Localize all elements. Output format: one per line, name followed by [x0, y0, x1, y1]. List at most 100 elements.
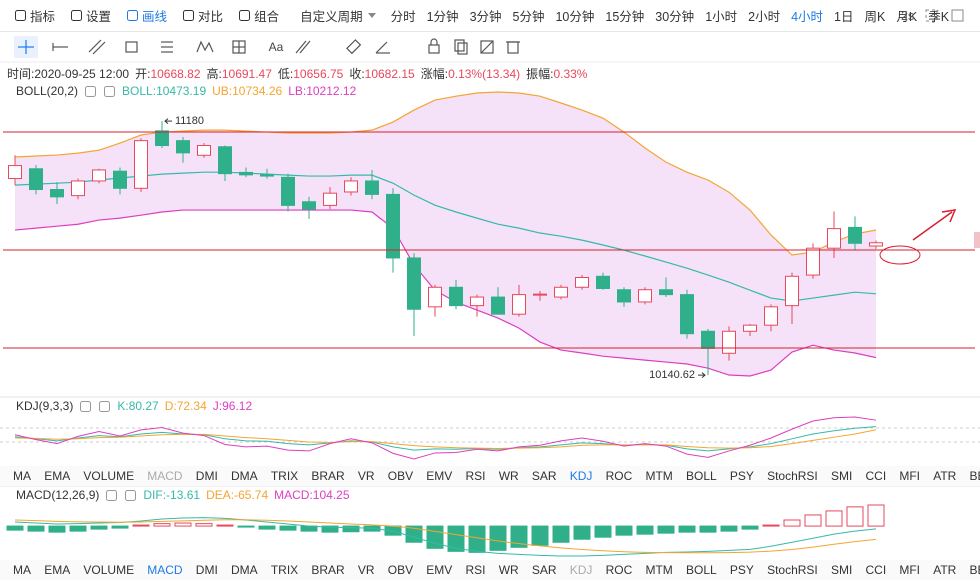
candle-body[interactable]	[785, 275, 799, 307]
brush-tool[interactable]	[295, 40, 311, 54]
period-menu[interactable]: 自定义周期	[300, 10, 363, 24]
indicator-tab[interactable]: ROC	[605, 469, 633, 483]
candle-body[interactable]	[197, 145, 211, 156]
candle-body[interactable]	[596, 275, 610, 290]
drawn-ellipse[interactable]	[879, 245, 921, 265]
indicator-tab[interactable]: VR	[357, 563, 375, 577]
indicator-tab[interactable]: BRAR	[311, 469, 345, 483]
indicator-tab[interactable]: CCI	[865, 563, 887, 577]
period-button[interactable]: 1日	[834, 10, 854, 24]
candle-body[interactable]	[155, 130, 169, 147]
indicator-tab[interactable]: TRIX	[270, 469, 299, 483]
indicator-tab[interactable]: RSI	[465, 563, 486, 577]
wave-tool[interactable]	[196, 40, 214, 53]
indicator-tab[interactable]: ROC	[605, 563, 633, 577]
toolbar-button[interactable]: 设置	[70, 6, 111, 25]
period-button[interactable]: 2小时	[748, 10, 781, 24]
candle-body[interactable]	[113, 170, 127, 189]
rect-tool[interactable]	[125, 41, 138, 53]
indicator-tab[interactable]: CCI	[865, 469, 887, 483]
crosshair-tool[interactable]	[14, 36, 38, 58]
indicator-tab[interactable]: StochRSI	[767, 563, 818, 577]
indicator-tab[interactable]: VOLUME	[83, 469, 135, 483]
text-tool[interactable]: Aa	[269, 40, 284, 54]
indicator-tab[interactable]: EMA	[44, 469, 71, 483]
indicator-tab[interactable]: MA	[13, 563, 31, 577]
candle-body[interactable]	[344, 180, 358, 193]
indicator-tab[interactable]: DMI	[195, 563, 218, 577]
toolbar-button[interactable]: 指标	[14, 6, 55, 25]
candle-body[interactable]	[848, 226, 862, 244]
indicator-tab[interactable]: OBV	[387, 469, 414, 483]
indicator-tab[interactable]: MFI	[899, 563, 921, 577]
indicator-tab[interactable]: BOLL	[686, 563, 717, 577]
indicator-tab[interactable]: StochRSI	[767, 469, 818, 483]
indicator-tab[interactable]: BBW	[969, 563, 980, 577]
period-button[interactable]: 1小时	[705, 10, 738, 24]
period-button[interactable]: 3分钟	[469, 10, 502, 24]
candle-body[interactable]	[386, 193, 400, 259]
candle-body[interactable]	[428, 286, 442, 308]
period-button[interactable]: 30分钟	[655, 10, 695, 24]
indicator-tab[interactable]: MFI	[899, 469, 921, 483]
candle-body[interactable]	[470, 296, 484, 307]
period-button[interactable]: 月K	[896, 10, 918, 24]
candle-body[interactable]	[575, 277, 589, 288]
indicator-tab[interactable]: EMV	[426, 563, 453, 577]
toolbar-button[interactable]: 画线	[126, 6, 167, 25]
candle-body[interactable]	[764, 306, 778, 326]
period-button[interactable]: 季K	[928, 10, 950, 24]
indicator-tab[interactable]: BRAR	[311, 563, 345, 577]
ruler-tool[interactable]	[346, 39, 362, 55]
indicator-tab[interactable]: ATR	[933, 563, 957, 577]
candle-body[interactable]	[659, 289, 673, 296]
candle-body[interactable]	[239, 171, 253, 176]
candle-body[interactable]	[281, 176, 295, 206]
indicator-tab[interactable]: SAR	[531, 469, 557, 483]
close-icon[interactable]	[103, 85, 116, 98]
fib-tool[interactable]	[161, 41, 173, 53]
indicator-tab[interactable]: SMI	[830, 563, 853, 577]
candle-body[interactable]	[449, 286, 463, 307]
candle-body[interactable]	[8, 165, 22, 180]
indicator-tab[interactable]: MTM	[645, 563, 673, 577]
drawn-arrow[interactable]	[912, 211, 953, 241]
indicator-tab[interactable]: EMV	[426, 469, 453, 483]
candle-body[interactable]	[680, 294, 694, 335]
candle-body[interactable]	[512, 294, 526, 315]
period-button[interactable]: 15分钟	[605, 10, 645, 24]
candle-body[interactable]	[176, 140, 190, 154]
lock-tool[interactable]	[428, 38, 440, 54]
indicator-tab[interactable]: PSY	[729, 563, 754, 577]
expand-icon[interactable]	[951, 9, 964, 22]
measure-tool[interactable]	[232, 40, 246, 54]
close-icon[interactable]	[98, 400, 111, 413]
refresh-rate[interactable]: 2s	[901, 8, 915, 23]
indicator-tab[interactable]: VOLUME	[83, 563, 135, 577]
candle-body[interactable]	[92, 169, 106, 182]
indicator-tab[interactable]: DMA	[230, 469, 258, 483]
candle-body[interactable]	[701, 330, 715, 349]
settings-icon[interactable]	[105, 489, 118, 502]
candle-body[interactable]	[743, 324, 757, 332]
candle-body[interactable]	[617, 289, 631, 303]
candle-body[interactable]	[260, 174, 274, 177]
indicator-tab[interactable]: WR	[498, 563, 519, 577]
indicator-tab[interactable]: RSI	[465, 469, 486, 483]
indicator-tab[interactable]: EMA	[44, 563, 71, 577]
indicator-tab[interactable]: BOLL	[686, 469, 717, 483]
indicator-tab[interactable]: MTM	[645, 469, 673, 483]
indicator-tab[interactable]: MACD	[147, 563, 183, 577]
candle-body[interactable]	[134, 140, 148, 189]
indicator-tab[interactable]: MACD	[147, 469, 183, 483]
candle-body[interactable]	[722, 330, 736, 354]
fullscreen-icon[interactable]	[925, 9, 938, 22]
indicator-tab[interactable]: KDJ	[569, 469, 593, 483]
candle-body[interactable]	[827, 228, 841, 249]
candle-body[interactable]	[302, 201, 316, 210]
candle-body[interactable]	[554, 286, 568, 298]
indicator-tab[interactable]: KDJ	[569, 563, 593, 577]
candle-body[interactable]	[323, 192, 337, 206]
indicator-tab[interactable]: SAR	[531, 563, 557, 577]
trend-tool[interactable]	[88, 39, 106, 55]
